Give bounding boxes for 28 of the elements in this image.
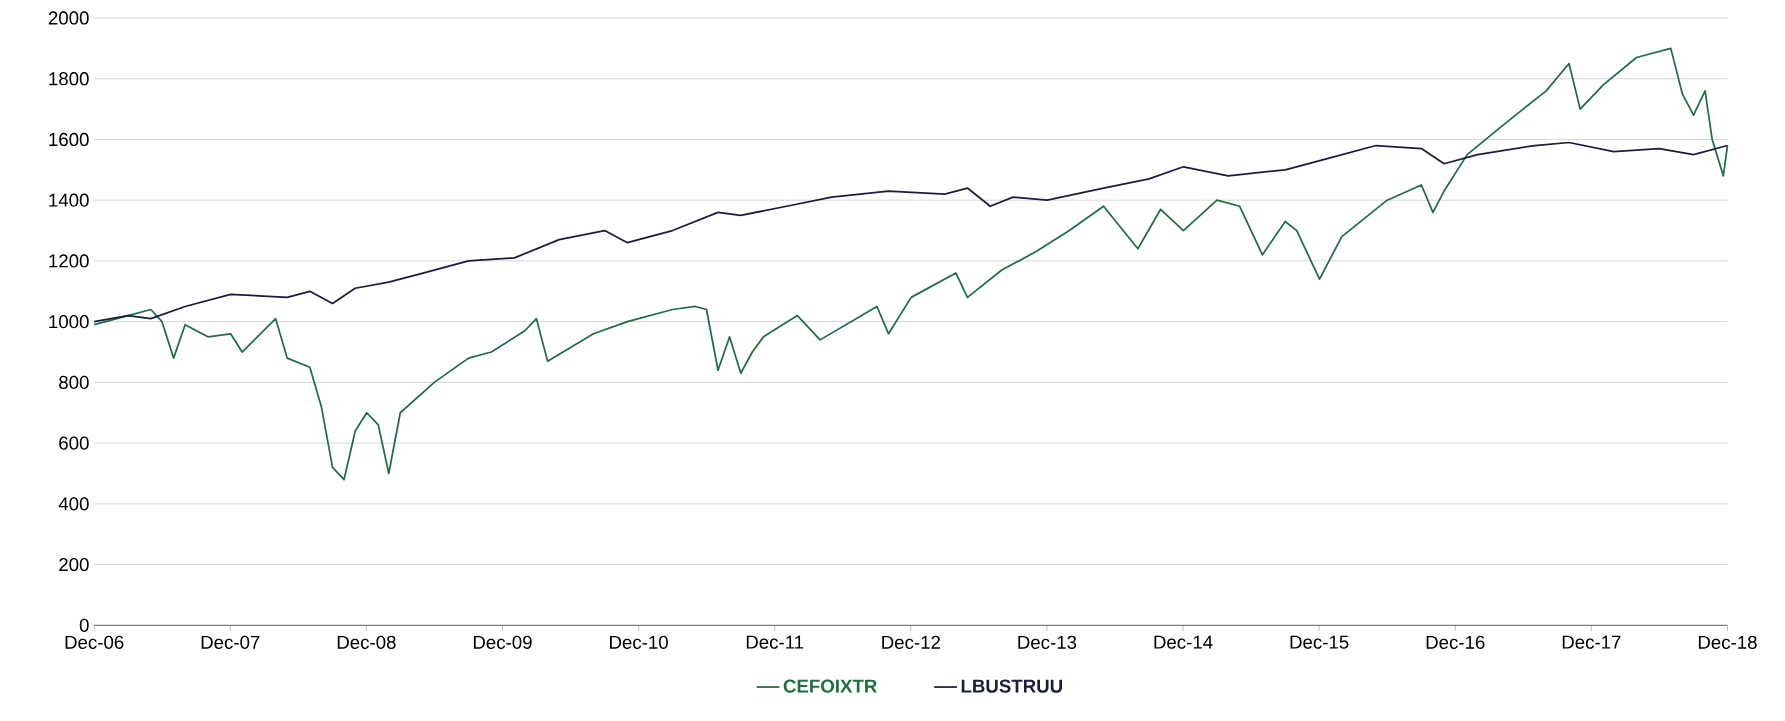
line-series [93,47,1729,481]
x-tick-label: Dec-16 [1426,635,1485,649]
y-tick-label: 0 [79,618,89,632]
y-tick-label: 200 [59,557,89,572]
legend-label: LBUSTRUU [961,679,1062,693]
y-tick-label: 1400 [49,193,89,207]
x-tick-label: Dec-06 [65,635,124,649]
y-tick-label: 1200 [49,254,89,268]
y-tick-label: 1600 [49,132,89,147]
y-tick-label: 1000 [49,315,89,329]
y-tick-label: 800 [59,375,89,389]
x-tick-label: Dec-11 [746,635,804,649]
legend-label: CEFOIXTR [783,679,877,693]
x-tick-label: Dec-08 [337,635,396,649]
x-tick-label: Dec-07 [201,635,260,649]
x-tick-label: Dec-12 [882,635,940,649]
x-tick-label: Dec-15 [1290,635,1349,649]
y-tick-label: 400 [58,497,89,511]
line-series [93,141,1729,323]
x-tick-label: Dec-10 [610,635,668,649]
x-tick-label: Dec-13 [1018,635,1077,649]
y-tick-label: 600 [59,436,89,450]
x-tick-label: Dec-17 [1562,635,1621,649]
x-tick-label: Dec-18 [1698,635,1757,649]
y-tick-label: 2000 [48,11,89,25]
y-tick-label: 1800 [49,72,89,86]
x-tick-label: Dec-14 [1154,635,1213,649]
x-tick-label: Dec-09 [473,635,532,649]
